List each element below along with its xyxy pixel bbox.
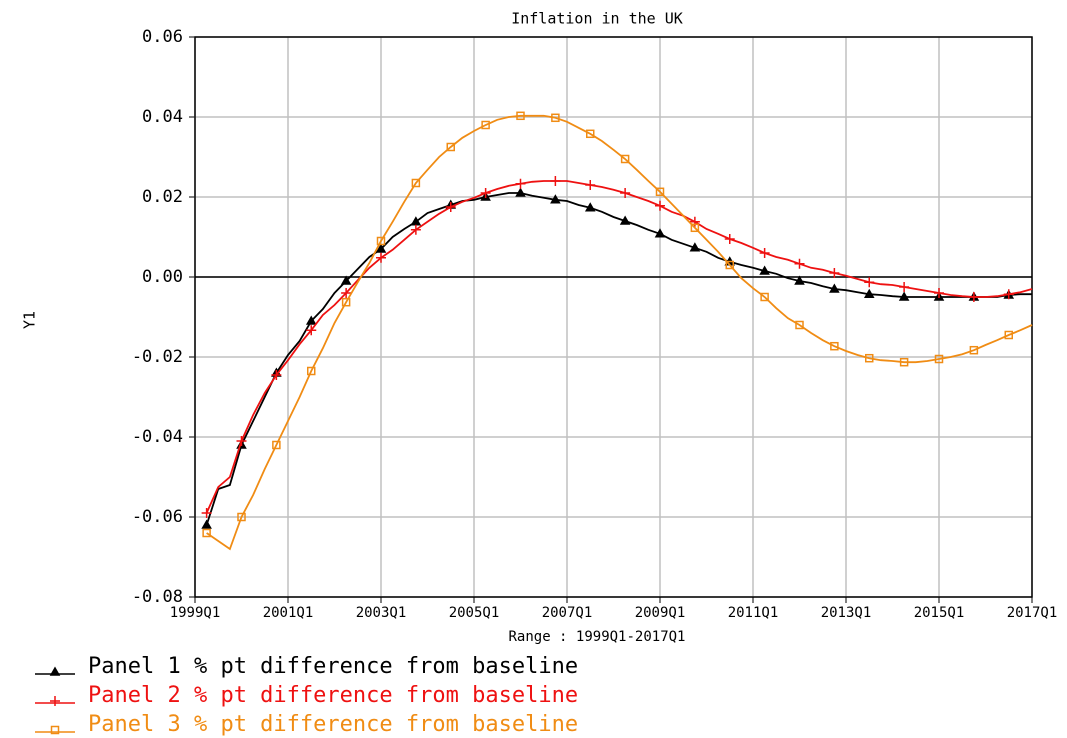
point-marker [341,288,352,298]
point-marker [585,180,596,190]
point-marker [515,187,526,197]
series-line [206,114,1033,551]
point-marker [410,224,421,235]
x-tick-label: 2009Q1 [635,605,686,621]
point-marker [759,248,770,258]
x-tick-label: 2017Q1 [1007,605,1058,621]
point-marker [689,242,701,252]
point-marker [620,188,631,198]
point-marker [550,194,561,204]
x-axis-label: Range : 1999Q1-2017Q1 [508,629,685,645]
legend-label: Panel 3 % pt difference from baseline [88,712,578,737]
y-tick-label: 0.00 [142,267,183,287]
point-marker [551,113,560,123]
point-marker [864,277,875,288]
point-marker [865,353,874,363]
point-marker [202,528,211,538]
point-marker [550,176,561,186]
point-marker [830,341,839,351]
point-marker [411,178,421,188]
point-marker [934,354,944,364]
y-axis-label: Y1 [21,311,39,329]
x-tick-label: 2001Q1 [263,605,314,621]
point-marker [272,440,281,450]
x-tick-label: 1999Q1 [170,605,221,621]
point-marker [689,216,700,227]
point-marker [584,202,596,212]
x-tick-label: 2015Q1 [914,605,965,621]
point-marker [794,275,805,285]
legend-label: Panel 2 % pt difference from baseline [88,683,578,708]
point-marker [307,366,316,376]
point-marker [795,320,804,330]
y-tick-label: -0.08 [132,587,183,607]
point-marker [760,292,769,302]
point-marker [829,268,840,278]
point-marker [271,370,282,380]
point-marker [654,228,666,238]
point-marker [481,120,490,130]
x-tick-label: 2011Q1 [728,605,779,621]
point-marker [306,325,317,336]
point-marker [655,200,665,211]
point-marker [899,357,909,367]
point-marker [237,512,246,522]
x-tick-label: 2003Q1 [356,605,407,621]
point-marker [863,288,875,298]
legend-marker [50,725,60,735]
legend-marker [50,696,60,706]
point-marker [376,252,386,263]
y-tick-label: 0.02 [142,187,183,207]
point-marker [759,265,770,275]
x-tick-label: 2007Q1 [542,605,593,621]
point-marker [725,260,734,270]
point-marker [724,234,735,244]
point-marker [586,129,595,139]
point-marker [340,275,352,285]
point-marker [480,188,491,198]
point-marker [516,111,525,121]
y-tick-label: -0.04 [132,427,183,447]
point-marker [619,215,631,225]
point-marker [1004,330,1013,340]
point-marker [934,288,944,298]
point-marker [446,142,455,152]
point-marker [445,202,456,212]
point-marker [690,223,700,233]
point-marker [515,178,526,189]
point-marker [201,519,212,529]
point-marker [375,243,387,253]
series-line [205,180,1033,514]
y-tick-label: 0.04 [142,107,183,127]
y-tick-label: -0.06 [132,507,183,527]
x-tick-label: 2005Q1 [449,605,500,621]
legend-label: Panel 1 % pt difference from baseline [88,654,578,679]
point-marker [899,282,910,292]
point-marker [829,283,840,293]
y-tick-label: -0.02 [132,347,183,367]
point-marker [969,345,979,355]
point-marker [305,315,317,325]
point-marker [1003,289,1014,300]
point-marker [655,187,665,197]
point-marker [794,258,805,269]
point-marker [201,508,212,518]
plot-frame [194,36,1033,598]
legend-marker [49,666,61,676]
point-marker [620,154,630,164]
point-marker [341,297,351,307]
chart-title: Inflation in the UK [511,10,683,28]
point-marker [236,436,247,446]
x-tick-label: 2013Q1 [821,605,872,621]
y-tick-label: 0.06 [142,27,183,47]
point-marker [968,292,979,302]
point-marker [898,291,910,301]
point-marker [376,236,386,246]
